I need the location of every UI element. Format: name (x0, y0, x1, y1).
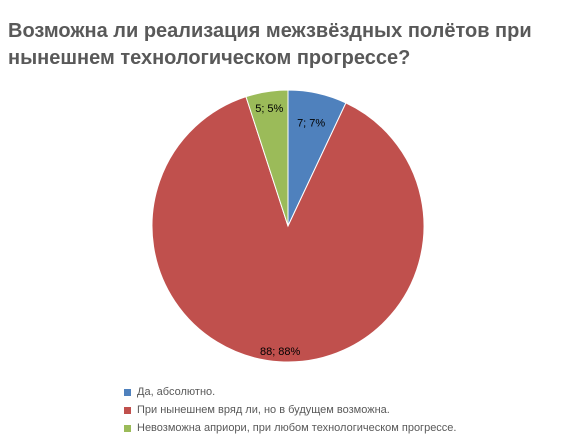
legend-swatch-impossible (124, 424, 131, 432)
pie-slice-impossible (245, 89, 289, 227)
legend-item-yes: Да, абсолютно. (118, 383, 468, 401)
legend: Да, абсолютно. При нынешнем вряд ли, но … (118, 383, 468, 437)
legend-swatch-future (124, 406, 131, 414)
pie-slice-future (151, 96, 425, 363)
pie-slices (151, 89, 425, 363)
pie-data-labels: 7; 7% 88; 88% 5; 5% (255, 103, 325, 358)
legend-item-impossible: Невозможна априори, при любом технологич… (118, 419, 468, 437)
legend-swatch-yes (124, 388, 131, 396)
legend-label-yes: Да, абсолютно. (137, 386, 216, 398)
data-label-yes: 7; 7% (297, 117, 325, 129)
legend-label-impossible: Невозможна априори, при любом технологич… (137, 422, 457, 434)
chart-title: Возможна ли реализация межзвёздных полёт… (8, 20, 532, 69)
legend-label-future: При нынешнем вряд ли, но в будущем возмо… (137, 404, 390, 416)
data-label-impossible: 5; 5% (255, 103, 283, 115)
data-label-future: 88; 88% (260, 346, 301, 358)
legend-item-future: При нынешнем вряд ли, но в будущем возмо… (118, 401, 468, 419)
